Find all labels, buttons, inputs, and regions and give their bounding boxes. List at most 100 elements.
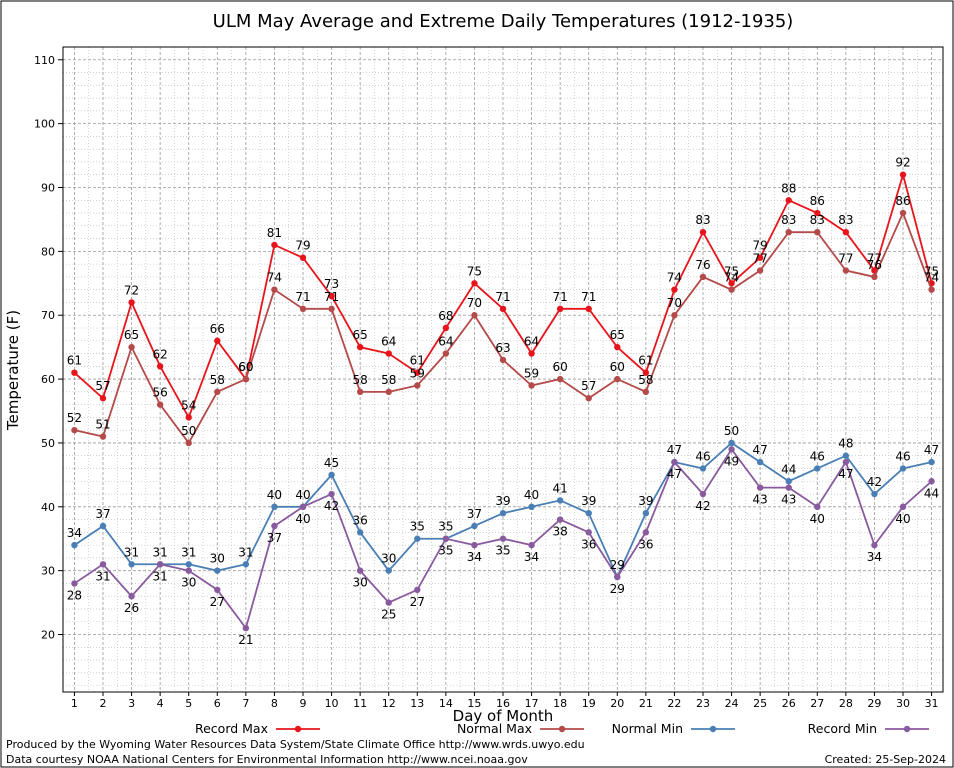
data-label: 46 bbox=[810, 449, 825, 463]
x-tick-label: 9 bbox=[300, 697, 307, 710]
data-label: 36 bbox=[638, 537, 653, 551]
x-tick-label: 14 bbox=[439, 697, 453, 710]
data-label: 34 bbox=[867, 550, 882, 564]
data-point bbox=[899, 209, 907, 217]
data-point bbox=[385, 567, 392, 574]
x-tick-label: 11 bbox=[353, 697, 367, 710]
x-tick-label: 30 bbox=[896, 697, 910, 710]
data-point bbox=[671, 286, 678, 293]
data-point bbox=[299, 254, 307, 261]
data-label: 44 bbox=[924, 486, 939, 500]
data-point bbox=[585, 395, 592, 402]
data-label: 60 bbox=[238, 360, 253, 374]
data-label: 92 bbox=[895, 156, 910, 170]
data-point bbox=[185, 414, 192, 421]
data-label: 42 bbox=[324, 499, 339, 513]
data-label: 71 bbox=[495, 290, 510, 304]
data-point bbox=[185, 567, 192, 574]
x-axis-label: Day of Month bbox=[453, 707, 554, 725]
x-tick-label: 1 bbox=[71, 697, 78, 710]
data-label: 86 bbox=[810, 194, 825, 208]
data-point bbox=[185, 561, 192, 568]
data-label: 29 bbox=[610, 582, 625, 596]
data-point bbox=[614, 343, 621, 351]
data-label: 58 bbox=[210, 373, 225, 387]
data-point bbox=[214, 337, 221, 344]
data-point bbox=[71, 541, 78, 549]
data-point bbox=[528, 382, 535, 389]
data-label: 60 bbox=[238, 360, 253, 374]
x-tick-label: 25 bbox=[753, 697, 767, 710]
data-point bbox=[899, 171, 907, 178]
data-point bbox=[785, 484, 792, 491]
data-point bbox=[128, 343, 135, 351]
data-label: 40 bbox=[295, 488, 310, 502]
data-label: 70 bbox=[667, 296, 682, 310]
data-label: 74 bbox=[667, 271, 682, 285]
data-point bbox=[614, 573, 621, 581]
data-point bbox=[756, 458, 764, 466]
data-point bbox=[499, 535, 507, 542]
data-point bbox=[271, 503, 278, 511]
data-label: 37 bbox=[467, 507, 482, 521]
data-point bbox=[756, 267, 764, 274]
x-tick-label: 17 bbox=[525, 697, 539, 710]
data-label: 71 bbox=[581, 290, 596, 304]
data-label: 42 bbox=[867, 475, 882, 489]
data-point bbox=[728, 286, 735, 293]
y-tick-label: 40 bbox=[41, 501, 55, 514]
data-label: 61 bbox=[638, 354, 653, 368]
data-point bbox=[642, 388, 650, 396]
x-tick-label: 7 bbox=[242, 697, 249, 710]
data-label: 41 bbox=[553, 481, 568, 495]
data-label: 34 bbox=[524, 550, 539, 564]
data-point bbox=[556, 375, 564, 383]
data-label: 25 bbox=[381, 608, 396, 622]
x-tick-label: 26 bbox=[782, 697, 796, 710]
x-tick-label: 21 bbox=[639, 697, 653, 710]
y-tick-label: 100 bbox=[34, 118, 55, 131]
data-label: 83 bbox=[810, 213, 825, 227]
data-label: 75 bbox=[924, 264, 939, 278]
created-date: Created: 25-Sep-2024 bbox=[824, 753, 946, 766]
data-label: 61 bbox=[67, 354, 82, 368]
data-label: 77 bbox=[753, 252, 768, 266]
data-point bbox=[185, 439, 192, 447]
data-point bbox=[471, 522, 478, 530]
data-point bbox=[814, 465, 821, 472]
x-tick-label: 5 bbox=[185, 697, 192, 710]
x-tick-label: 2 bbox=[100, 697, 107, 710]
legend-marker bbox=[558, 725, 566, 733]
data-label: 50 bbox=[181, 424, 196, 438]
data-point bbox=[671, 458, 678, 466]
data-point bbox=[871, 490, 878, 498]
y-tick-label: 70 bbox=[41, 309, 55, 322]
data-point bbox=[414, 535, 421, 542]
data-label: 71 bbox=[324, 290, 339, 304]
data-label: 31 bbox=[238, 545, 253, 559]
x-tick-label: 24 bbox=[725, 697, 739, 710]
data-label: 47 bbox=[924, 443, 939, 457]
data-label: 77 bbox=[867, 252, 882, 266]
x-tick-label: 6 bbox=[214, 697, 221, 710]
data-point bbox=[71, 369, 78, 376]
data-point bbox=[728, 280, 735, 287]
chart-title: ULM May Average and Extreme Daily Temper… bbox=[213, 11, 794, 32]
data-point bbox=[471, 280, 478, 287]
y-tick-label: 60 bbox=[41, 373, 55, 386]
data-point bbox=[528, 541, 535, 549]
data-label: 40 bbox=[267, 488, 282, 502]
legend-label: Record Max bbox=[195, 721, 268, 736]
data-point bbox=[756, 254, 764, 261]
data-label: 50 bbox=[724, 424, 739, 438]
data-point bbox=[842, 458, 850, 466]
data-point bbox=[242, 375, 250, 383]
data-label: 30 bbox=[353, 576, 368, 590]
credit-data-courtesy: Data courtesy NOAA National Centers for … bbox=[6, 753, 528, 766]
data-label: 68 bbox=[438, 309, 453, 323]
data-label: 76 bbox=[695, 258, 710, 272]
data-label: 81 bbox=[267, 226, 282, 240]
